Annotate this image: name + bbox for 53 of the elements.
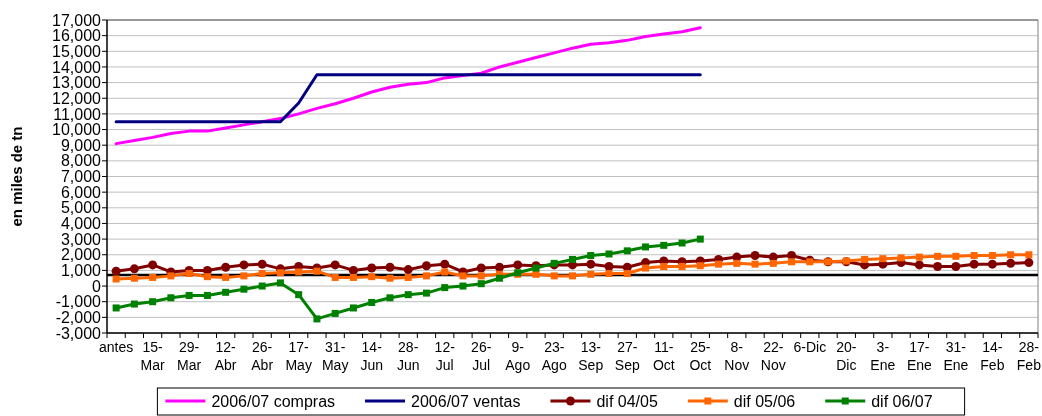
- y-tick-label: 12,000: [52, 89, 102, 107]
- y-tick-label: 10,000: [52, 121, 102, 139]
- y-tick-label: -2,000: [55, 308, 102, 326]
- legend-label: dif 04/05: [596, 392, 658, 410]
- x-tick-label: 20-Dic: [836, 339, 857, 373]
- x-tick-label: 17-May: [285, 339, 312, 373]
- x-tick-label: 26-Abr: [251, 339, 274, 373]
- x-tick-label: 23-Ago: [541, 339, 567, 373]
- x-tick-label: 31-May: [321, 339, 349, 373]
- x-tick-label: 15-Mar: [140, 339, 166, 373]
- y-tick-label: -1,000: [55, 293, 102, 311]
- y-tick-label: 13,000: [52, 74, 102, 92]
- x-tick-label: 25-Oct: [689, 339, 712, 373]
- x-tick-label: antes: [99, 339, 134, 355]
- y-tick-label: 8,000: [60, 152, 102, 170]
- x-tick-label: 9-Ago: [505, 339, 531, 373]
- x-tick-label: 14-Feb: [980, 339, 1005, 373]
- legend-label: 2006/07 compras: [211, 392, 336, 410]
- y-tick-label: 11,000: [53, 105, 102, 123]
- legend-label: dif 06/07: [871, 392, 933, 410]
- x-tick-label: 29-Mar: [177, 339, 202, 373]
- y-tick-label: 7,000: [60, 168, 102, 186]
- y-tick-label: 17,000: [52, 11, 102, 29]
- x-tick-label: 8-Nov: [724, 339, 750, 373]
- y-tick-label: 5,000: [60, 199, 102, 217]
- x-tick-label: 13-Sep: [578, 339, 604, 373]
- y-tick-label: 9,000: [60, 136, 102, 154]
- x-tick-label: 17-Ene: [906, 339, 933, 373]
- y-tick-label: 4,000: [60, 215, 102, 233]
- y-tick-label: 0: [92, 277, 102, 295]
- y-tick-label: 14,000: [52, 58, 102, 76]
- y-tick-label: 6,000: [60, 183, 102, 201]
- y-tick-label: -3,000: [55, 324, 102, 342]
- x-tick-label: 31-Ene: [943, 339, 969, 373]
- x-tick-label: 6-Dic: [793, 339, 827, 355]
- x-tick-label: 27-Sep: [614, 339, 640, 373]
- y-tick-label: 2,000: [60, 246, 102, 264]
- x-tick-label: 3-Ene: [870, 339, 896, 373]
- y-axis-title: en miles de tn: [8, 126, 25, 227]
- legend-label: dif 05/06: [733, 392, 796, 410]
- x-tick-label: 26-Jul: [471, 339, 492, 373]
- y-tick-label: 15,000: [52, 42, 102, 60]
- x-tick-label: 22-Nov: [760, 339, 786, 373]
- x-tick-label: 28-Feb: [1016, 339, 1042, 373]
- y-tick-label: 16,000: [52, 27, 102, 45]
- x-tick-label: 12-Abr: [214, 339, 237, 373]
- y-tick-label: 3,000: [60, 230, 102, 248]
- x-tick-label: 14-Jun: [360, 339, 383, 373]
- x-tick-label: 28-Jun: [396, 339, 420, 373]
- x-tick-label: 11-Oct: [652, 339, 675, 373]
- legend-label: 2006/07 ventas: [411, 392, 521, 410]
- x-tick-label: 12-Jul: [434, 339, 456, 373]
- y-tick-label: 1,000: [60, 262, 102, 279]
